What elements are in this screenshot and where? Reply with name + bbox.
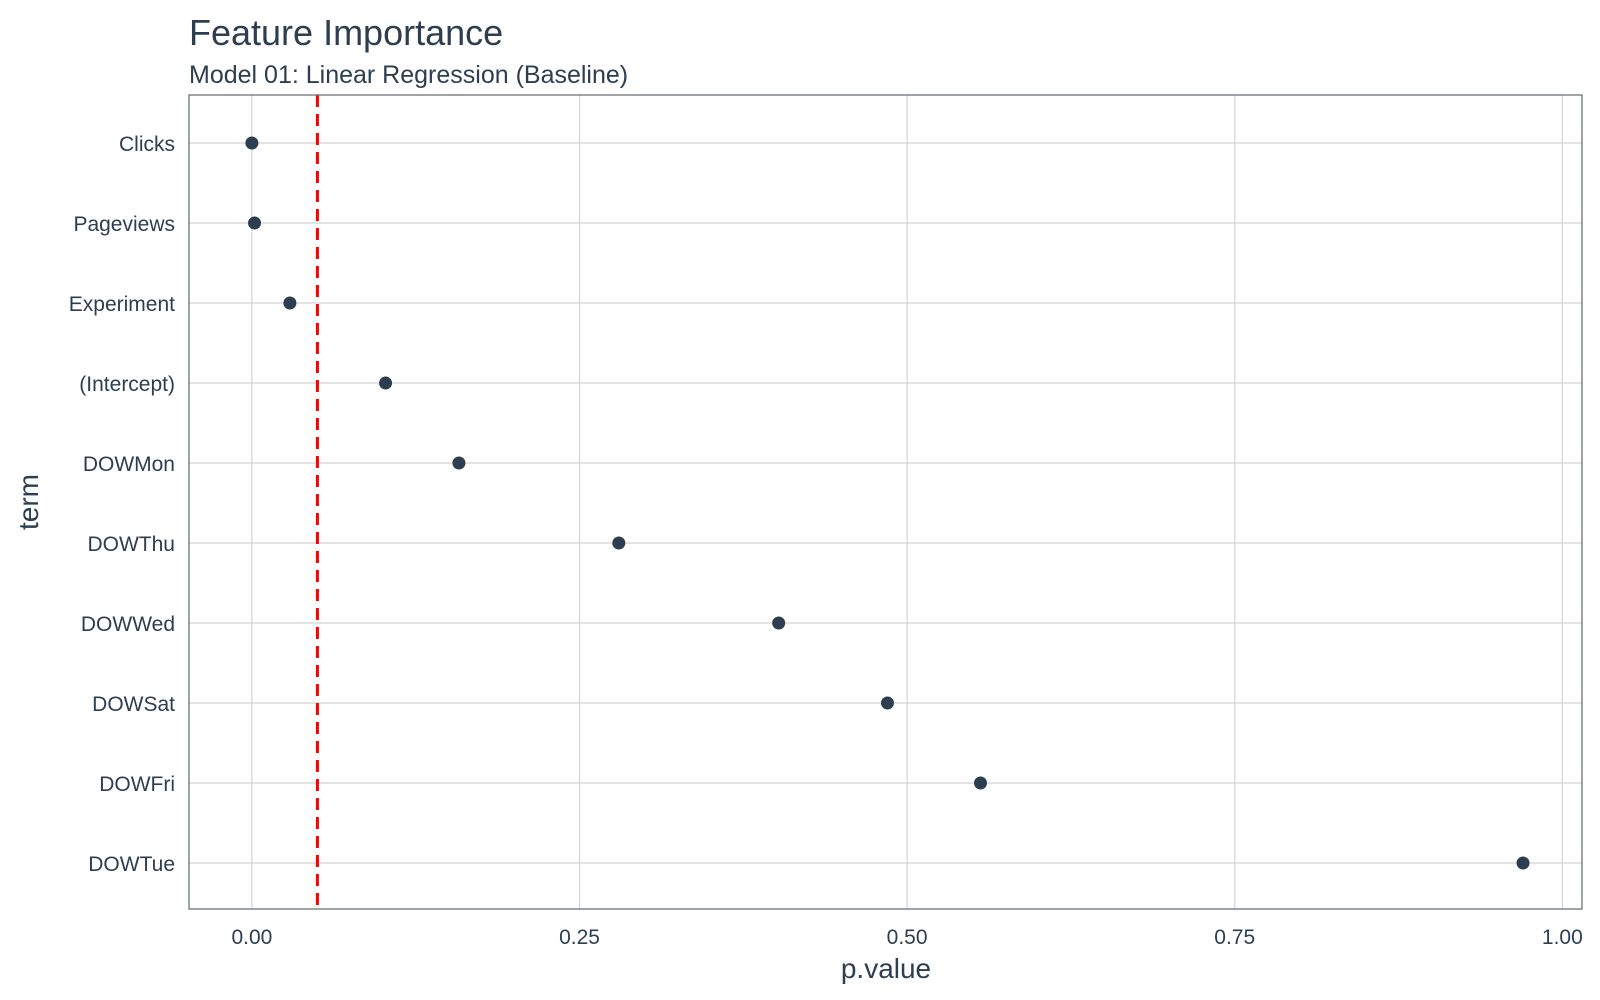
data-point-dowthu [612,536,626,550]
y-tick-label: DOWFri [99,773,175,796]
chart-title: Feature Importance [189,12,503,53]
y-axis-title: term [13,474,44,530]
x-axis-title: p.value [841,953,931,984]
data-point-intercept [379,376,393,390]
grid-lines [189,95,1582,909]
data-point-dowtue [1516,856,1530,870]
y-tick-label: Experiment [69,293,175,316]
data-point-experiment [283,296,297,310]
y-tick-label: DOWMon [83,453,175,476]
data-point-pageviews [248,216,262,230]
data-point-dowfri [974,776,988,790]
data-point-clicks [245,136,259,150]
data-points [245,136,1530,870]
y-tick-label: (Intercept) [79,373,175,396]
data-point-dowsat [880,696,894,710]
x-tick-label: 0.00 [231,926,272,949]
x-tick-label: 1.00 [1542,926,1583,949]
x-tick-labels: 0.00 0.25 0.50 0.75 1.00 [231,926,1582,949]
data-point-dowmon [452,456,466,470]
y-tick-labels: Clicks Pageviews Experiment (Intercept) DOWM… [69,133,175,876]
y-tick-label: DOWSat [92,693,175,716]
y-tick-label: DOWTue [88,853,175,876]
y-tick-label: DOWWed [81,613,175,636]
y-tick-label: DOWThu [87,533,175,556]
x-tick-label: 0.25 [559,926,600,949]
y-tick-label: Pageviews [73,213,175,236]
x-tick-label: 0.50 [887,926,928,949]
plot-panel-border [188,94,1583,910]
y-tick-label: Clicks [119,133,175,156]
chart-subtitle: Model 01: Linear Regression (Baseline) [189,61,628,89]
data-point-dowwed [772,616,786,630]
x-tick-label: 0.75 [1214,926,1255,949]
